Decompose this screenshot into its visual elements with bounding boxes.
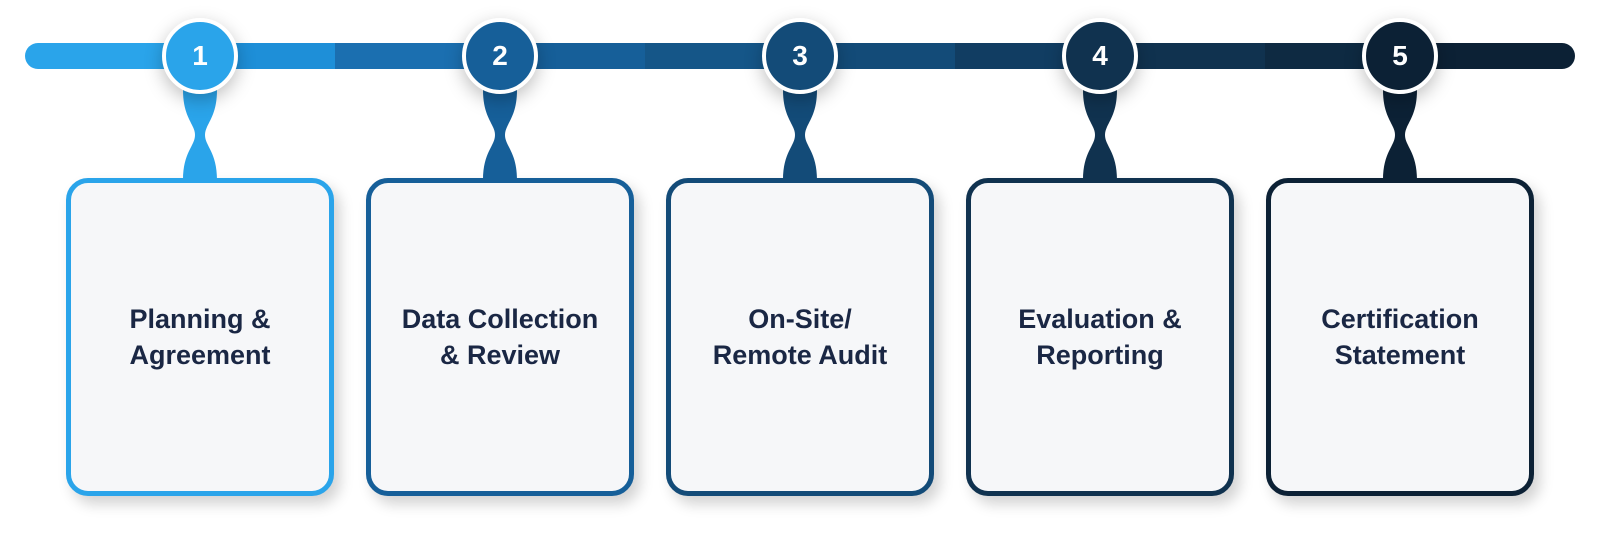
connector-icon [780, 90, 820, 180]
process-step: 4 Evaluation & Reporting [960, 0, 1240, 496]
connector-icon [1380, 90, 1420, 180]
connector-icon [1080, 90, 1120, 180]
step-card: Planning & Agreement [66, 178, 334, 496]
step-number-circle: 1 [162, 18, 238, 94]
step-card: On-Site/ Remote Audit [666, 178, 934, 496]
process-step: 3 On-Site/ Remote Audit [660, 0, 940, 496]
step-number-circle: 4 [1062, 18, 1138, 94]
step-number-circle: 3 [762, 18, 838, 94]
process-step: 5 Certification Statement [1260, 0, 1540, 496]
step-card: Evaluation & Reporting [966, 178, 1234, 496]
step-card: Certification Statement [1266, 178, 1534, 496]
step-card: Data Collection & Review [366, 178, 634, 496]
steps-container: 1 Planning & Agreement 2 Data Collection & … [0, 0, 1600, 496]
step-number-circle: 2 [462, 18, 538, 94]
step-number-circle: 5 [1362, 18, 1438, 94]
connector-icon [480, 90, 520, 180]
process-step: 2 Data Collection & Review [360, 0, 640, 496]
process-step: 1 Planning & Agreement [60, 0, 340, 496]
connector-icon [180, 90, 220, 180]
